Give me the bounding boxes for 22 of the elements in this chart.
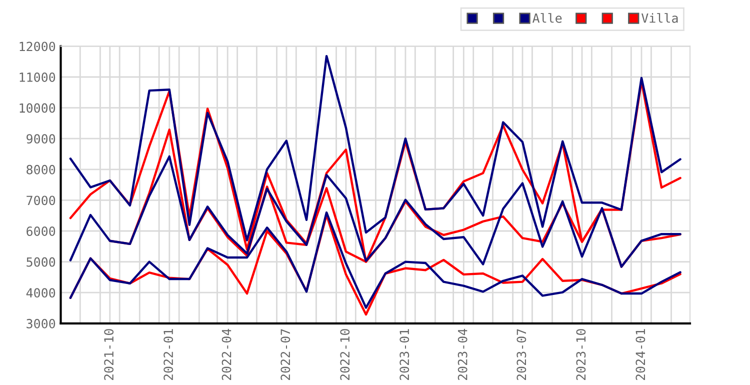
y-tick-label: 9000 <box>26 134 56 144</box>
x-tick-label: 2023-04 <box>458 328 468 380</box>
y-tick-label: 10000 <box>20 103 56 113</box>
x-tick-label: 2022-07 <box>280 329 290 380</box>
x-tick-label: 2024-01 <box>636 329 646 380</box>
legend-label: Villa <box>641 13 678 23</box>
y-tick-label: 8000 <box>26 164 56 174</box>
x-tick-label: 2023-01 <box>400 329 410 380</box>
legend-label: Alle <box>532 13 562 23</box>
y-tick-label: 5000 <box>26 257 56 267</box>
x-tick-label: 2023-07 <box>516 329 526 380</box>
y-tick-label: 3000 <box>26 318 56 328</box>
x-tick-label: 2022-10 <box>340 329 350 380</box>
x-tick-label: 2023-10 <box>576 329 586 380</box>
y-tick-label: 12000 <box>20 42 56 52</box>
y-tick-label: 7000 <box>26 196 56 206</box>
y-tick-label: 4000 <box>26 288 56 298</box>
x-tick-label: 2022-04 <box>222 328 232 380</box>
y-tick-label: 11000 <box>20 72 56 82</box>
y-tick-label: 6000 <box>26 226 56 236</box>
x-tick-label: 2022-01 <box>164 329 174 380</box>
x-tick-label: 2021-10 <box>104 329 114 380</box>
